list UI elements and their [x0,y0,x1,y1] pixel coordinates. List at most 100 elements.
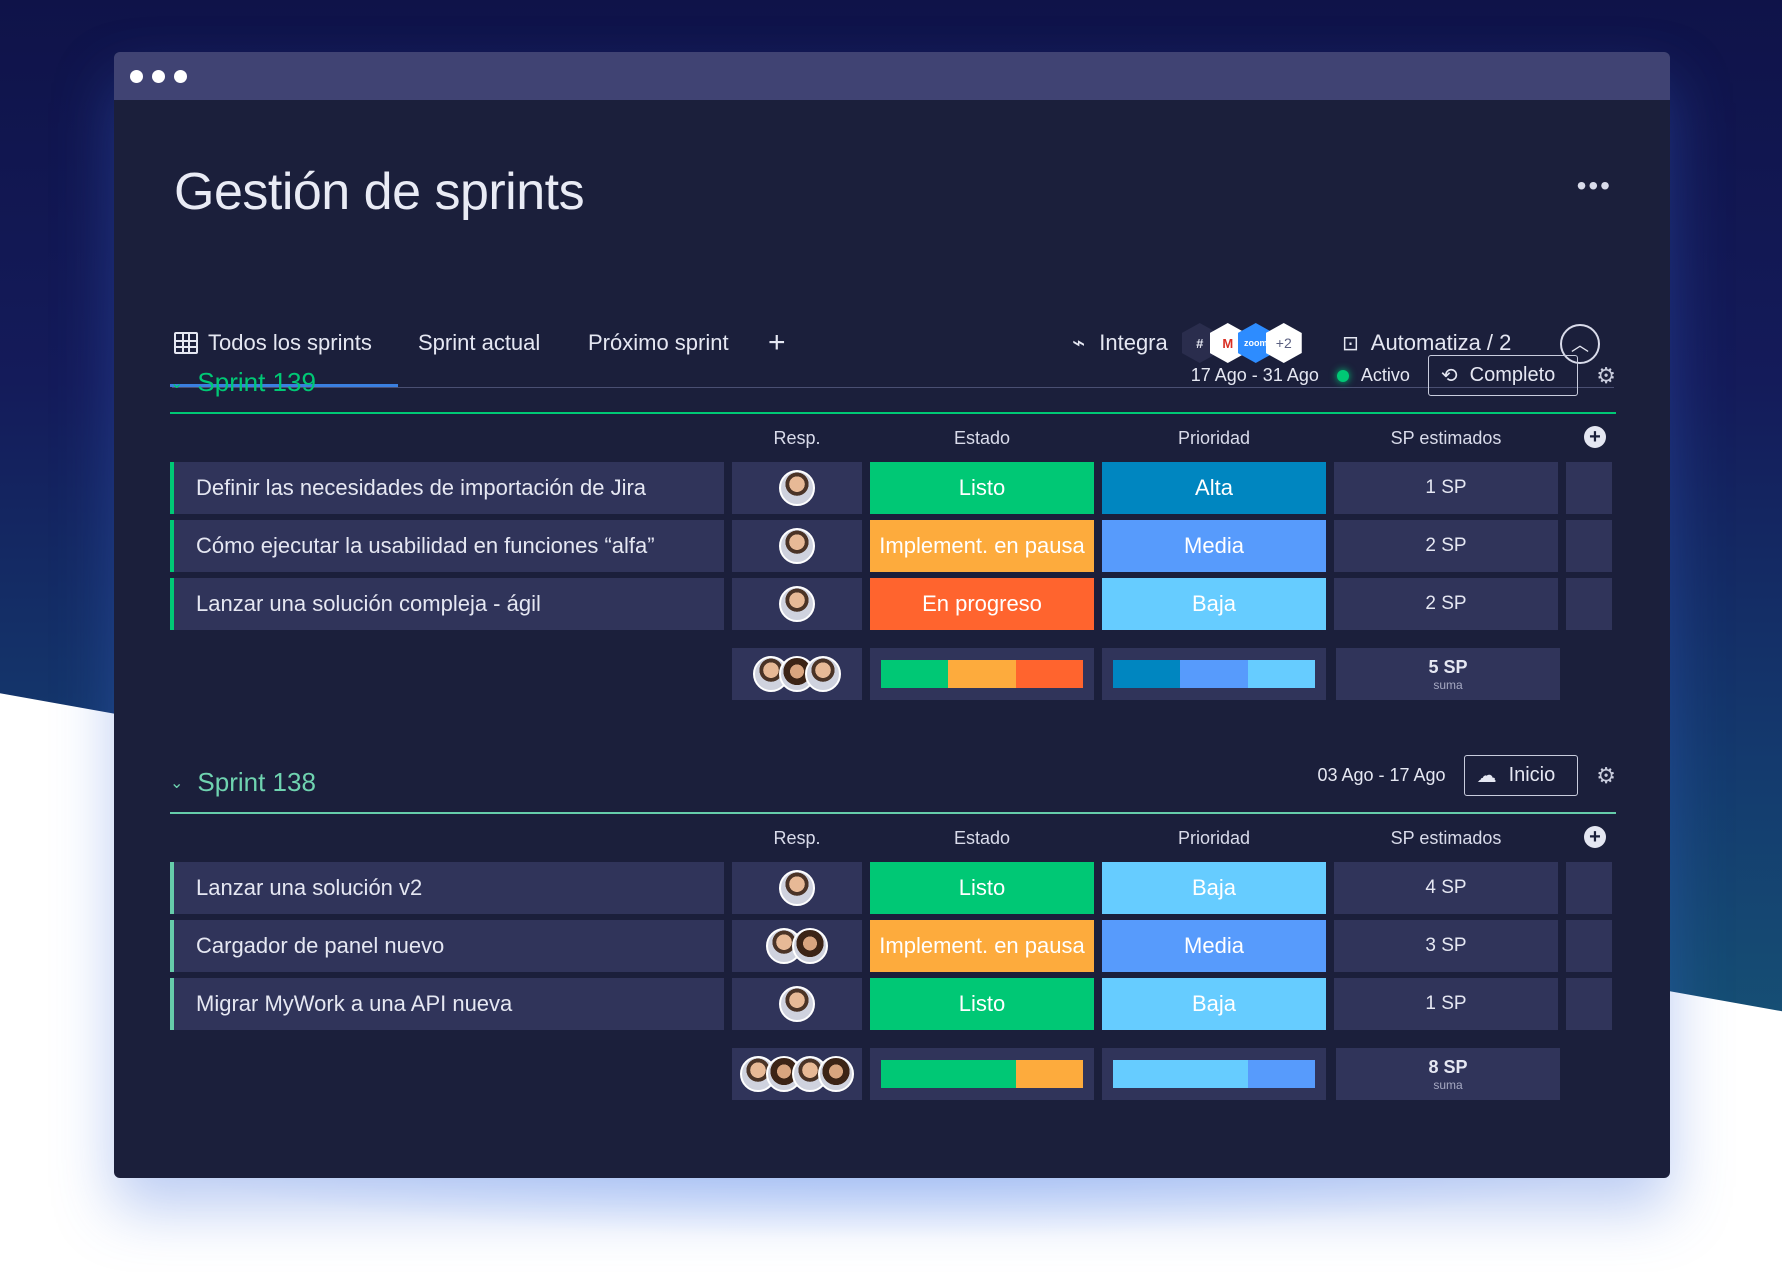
sp-cell[interactable]: 2 SP [1334,520,1558,572]
col-estado[interactable]: Estado [953,828,1011,848]
col-prioridad[interactable]: Prioridad [1177,428,1251,448]
plug-icon: ⌁ [1072,330,1086,355]
group-header: ⌄ Sprint 138 03 Ago - 17 Ago ☁ Inicio ⚙ [170,752,1616,814]
col-prioridad[interactable]: Prioridad [1177,828,1251,848]
estado-cell[interactable]: En progreso [870,578,1094,630]
bar-segment [1113,1060,1248,1088]
sp-cell[interactable]: 3 SP [1334,920,1558,972]
prioridad-summary-bar [1113,660,1315,688]
chevron-down-icon[interactable]: ⌄ [170,374,184,392]
integrate-label: Integra [1099,330,1168,355]
estado-summary-bar [881,660,1083,688]
estado-cell[interactable]: Listo [870,862,1094,914]
summary-row: 5 SP suma [170,648,1616,706]
avatar [818,1056,854,1092]
gear-icon[interactable]: ⚙ [1596,762,1616,788]
avatar[interactable] [779,528,815,564]
tab-sprint-actual[interactable]: Sprint actual [418,300,540,386]
row-end-cell[interactable] [1566,578,1612,630]
estado-summary-bar [881,1060,1083,1088]
resp-cell[interactable] [732,862,862,914]
tab-label: Todos los sprints [208,330,372,355]
window-dot-icon[interactable] [174,69,187,83]
tab-todos-los-sprints[interactable]: Todos los sprints [170,300,398,387]
collapse-chevron-up-icon[interactable]: ︿ [1560,324,1600,364]
bar-segment [881,1060,1016,1088]
item-name[interactable]: Lanzar una solución v2 [170,862,724,914]
summary-prioridad [1102,1048,1326,1100]
group-header: ⌄ Sprint 139 17 Ago - 31 Ago Activo ⟲ Co… [170,352,1616,414]
table-row: Cómo ejecutar la usabilidad en funciones… [170,520,1616,578]
avatar [805,656,841,692]
add-column-icon[interactable]: + [1584,826,1606,848]
resp-cell[interactable] [732,978,862,1030]
prioridad-cell[interactable]: Baja [1102,978,1326,1030]
prioridad-cell[interactable]: Media [1102,520,1326,572]
sp-cell[interactable]: 2 SP [1334,578,1558,630]
more-options-icon[interactable]: ••• [1576,170,1612,201]
prioridad-cell[interactable]: Baja [1102,578,1326,630]
item-name[interactable]: Definir las necesidades de importación d… [170,462,724,514]
bar-segment [1015,660,1083,688]
chevron-down-icon[interactable]: ⌄ [170,774,184,792]
sp-cell[interactable]: 1 SP [1334,462,1558,514]
avatar[interactable] [779,470,815,506]
integrate-button[interactable]: ⌁ Integra # M zoom +2 [1072,300,1302,386]
resp-cell[interactable] [732,578,862,630]
item-name[interactable]: Migrar MyWork a una API nueva [170,978,724,1030]
row-end-cell[interactable] [1566,978,1612,1030]
prioridad-cell[interactable]: Baja [1102,862,1326,914]
sprint-action-button[interactable]: ⟲ Completo [1427,355,1579,396]
item-name[interactable]: Lanzar una solución compleja - ágil [170,578,724,630]
table-row: Lanzar una solución compleja - ágil En p… [170,578,1616,636]
group-title[interactable]: ⌄ Sprint 139 [170,367,316,398]
sprint-status: Activo [1360,365,1410,385]
group-title-label: Sprint 138 [197,767,316,797]
tab-proximo-sprint[interactable]: Próximo sprint [588,300,729,386]
prioridad-summary-bar [1113,1060,1315,1088]
col-resp[interactable]: Resp. [773,828,821,848]
avatar[interactable] [779,586,815,622]
col-estado[interactable]: Estado [953,428,1011,448]
col-sp[interactable]: SP estimados [1390,428,1502,448]
window-dot-icon[interactable] [130,69,143,83]
add-column-icon[interactable]: + [1584,426,1606,448]
status-dot-icon [1336,369,1349,382]
resp-cell[interactable] [732,520,862,572]
gear-icon[interactable]: ⚙ [1596,362,1616,388]
window-dot-icon[interactable] [152,69,165,83]
col-resp[interactable]: Resp. [773,428,821,448]
estado-cell[interactable]: Implement. en pausa [870,520,1094,572]
table-row: Migrar MyWork a una API nueva Listo Baja… [170,978,1616,1036]
row-end-cell[interactable] [1566,920,1612,972]
avatar[interactable] [779,870,815,906]
bar-segment [1247,660,1315,688]
sp-cell[interactable]: 1 SP [1334,978,1558,1030]
item-name[interactable]: Cargador de panel nuevo [170,920,724,972]
estado-cell[interactable]: Implement. en pausa [870,920,1094,972]
estado-cell[interactable]: Listo [870,978,1094,1030]
resp-cell[interactable] [732,462,862,514]
table-row: Definir las necesidades de importación d… [170,462,1616,520]
avatar[interactable] [792,928,828,964]
tab-label: Próximo sprint [588,330,729,355]
add-tab-button[interactable]: + [768,326,786,359]
sp-total: 5 SP [1428,656,1468,677]
row-end-cell[interactable] [1566,520,1612,572]
avatar[interactable] [779,986,815,1022]
item-name[interactable]: Cómo ejecutar la usabilidad en funciones… [170,520,724,572]
automate-button[interactable]: ⊡ Automatiza / 2 [1342,300,1511,386]
prioridad-cell[interactable]: Media [1102,920,1326,972]
estado-cell[interactable]: Listo [870,462,1094,514]
summary-row: 8 SP suma [170,1048,1616,1106]
sp-cell[interactable]: 4 SP [1334,862,1558,914]
resp-cell[interactable] [732,920,862,972]
column-headers: Resp. Estado Prioridad SP estimados + [170,414,1616,462]
group-title[interactable]: ⌄ Sprint 138 [170,767,316,798]
col-sp[interactable]: SP estimados [1390,828,1502,848]
sprint-dates: 17 Ago - 31 Ago [1190,365,1319,385]
prioridad-cell[interactable]: Alta [1102,462,1326,514]
sprint-action-button[interactable]: ☁ Inicio [1463,755,1579,796]
row-end-cell[interactable] [1566,862,1612,914]
row-end-cell[interactable] [1566,462,1612,514]
